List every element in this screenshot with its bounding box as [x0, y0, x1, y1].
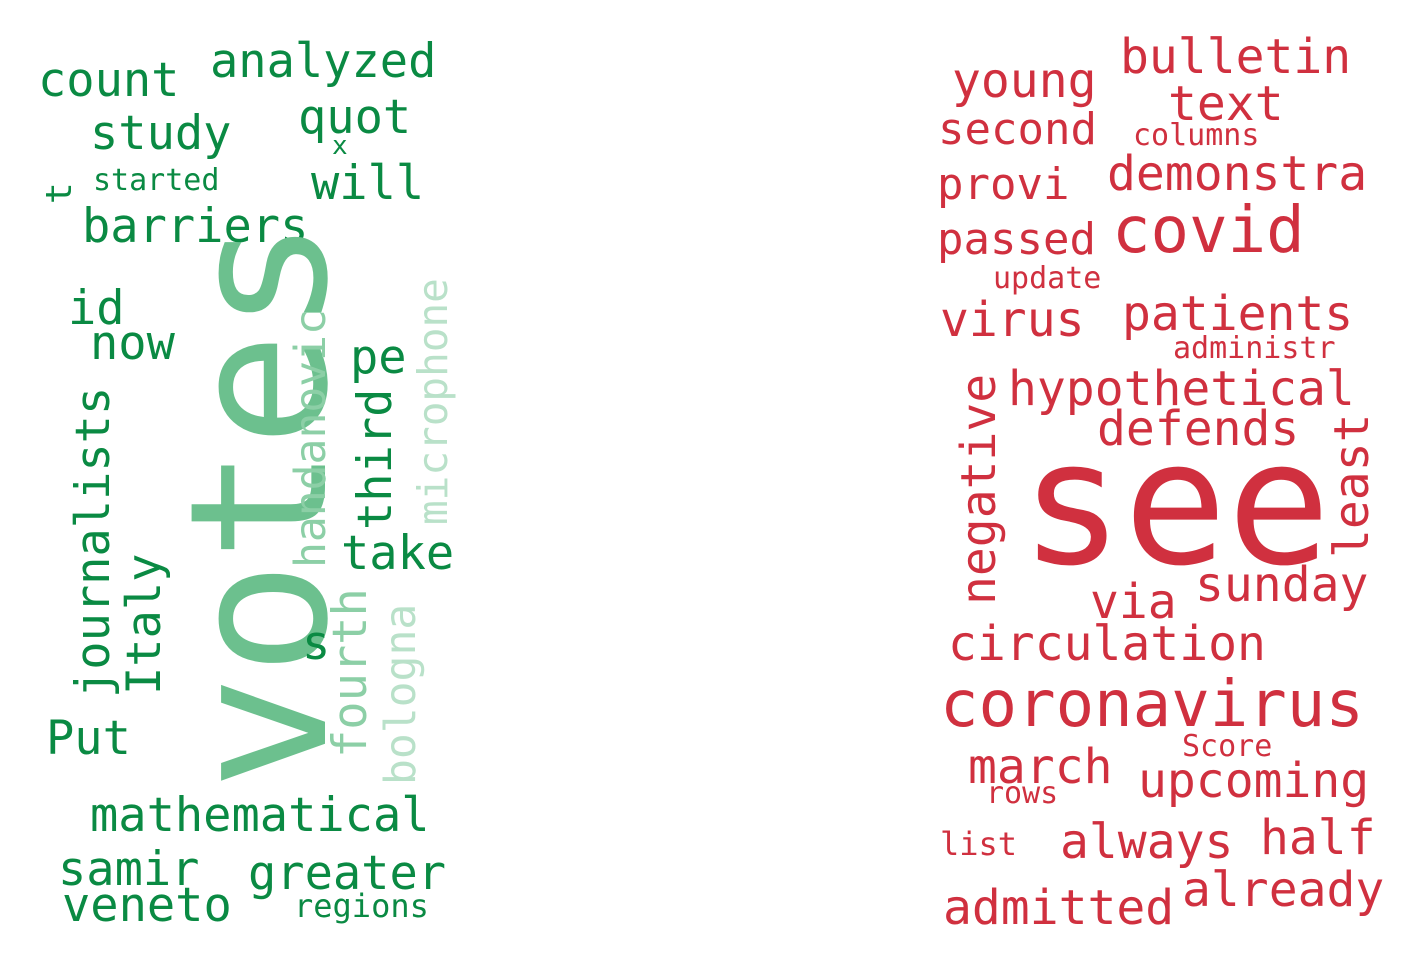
word-demonstra: demonstra: [1107, 146, 1368, 202]
word-text: text: [1168, 76, 1284, 132]
word-already: already: [1182, 862, 1385, 918]
word-take: take: [341, 526, 455, 581]
word-negative: negative: [951, 373, 1007, 605]
word-bologna: bologna: [376, 603, 426, 785]
word-list: list: [940, 825, 1018, 863]
right-word-cloud: bulletin young text second columns demon…: [920, 0, 1419, 966]
word-journalists: journalists: [66, 386, 121, 698]
word-now: now: [90, 316, 175, 371]
left-word-cloud: analyzed count quot study x will t start…: [0, 0, 480, 966]
word-Italy: Italy: [117, 553, 172, 695]
word-coronavirus: coronavirus: [940, 668, 1364, 742]
word-young: young: [952, 53, 1097, 109]
word-sunday: sunday: [1195, 557, 1369, 613]
word-count: count: [38, 53, 180, 108]
word-Put: Put: [46, 711, 131, 766]
word-third: third: [348, 388, 403, 530]
word-least: least: [1324, 413, 1380, 559]
word-analyzed: analyzed: [210, 34, 437, 89]
word-covid: covid: [1112, 194, 1305, 268]
word-bulletin: bulletin: [1120, 29, 1352, 85]
word-upcoming: upcoming: [1138, 753, 1370, 809]
word-t: t: [39, 182, 80, 204]
word-study: study: [90, 106, 232, 161]
word-samir: samir: [58, 842, 200, 897]
word-passed: passed: [937, 214, 1096, 265]
word-veneto: veneto: [62, 878, 232, 933]
word-via: via: [1090, 574, 1177, 630]
word-pe: pe: [350, 330, 407, 385]
word-fourth: fourth: [323, 588, 378, 758]
word-quot: quot: [298, 90, 412, 145]
word-rows: rows: [986, 776, 1059, 811]
word-microphone: microphone: [409, 278, 457, 525]
word-greater: greater: [248, 846, 447, 901]
word-half: half: [1260, 810, 1376, 866]
word-hypothetical: hypothetical: [1008, 361, 1355, 417]
word-s: s: [302, 616, 331, 671]
word-will: will: [311, 156, 425, 211]
word-id: id: [68, 281, 125, 336]
word-march: march: [968, 739, 1113, 795]
word-patients: patients: [1122, 286, 1354, 342]
word-always: always: [1060, 814, 1234, 870]
word-regions: regions: [294, 887, 429, 925]
word-mathematical: mathematical: [90, 788, 430, 843]
word-update: update: [993, 261, 1102, 296]
word-second: second: [938, 104, 1097, 155]
word-provi: provi: [937, 159, 1070, 210]
word-virus: virus: [940, 292, 1085, 348]
word-administr: administr: [1173, 331, 1336, 366]
word-Score: Score: [1182, 729, 1273, 764]
word-defends: defends: [1097, 401, 1300, 457]
word-started: started: [93, 163, 220, 198]
word-circulation: circulation: [948, 616, 1266, 672]
word-barriers: barriers: [82, 199, 309, 254]
word-columns: columns: [1133, 118, 1260, 153]
word-admitted: admitted: [943, 880, 1175, 936]
word-see: see: [1020, 403, 1331, 604]
word-handanovic: handanovic: [286, 309, 336, 568]
word-x: x: [332, 131, 348, 161]
